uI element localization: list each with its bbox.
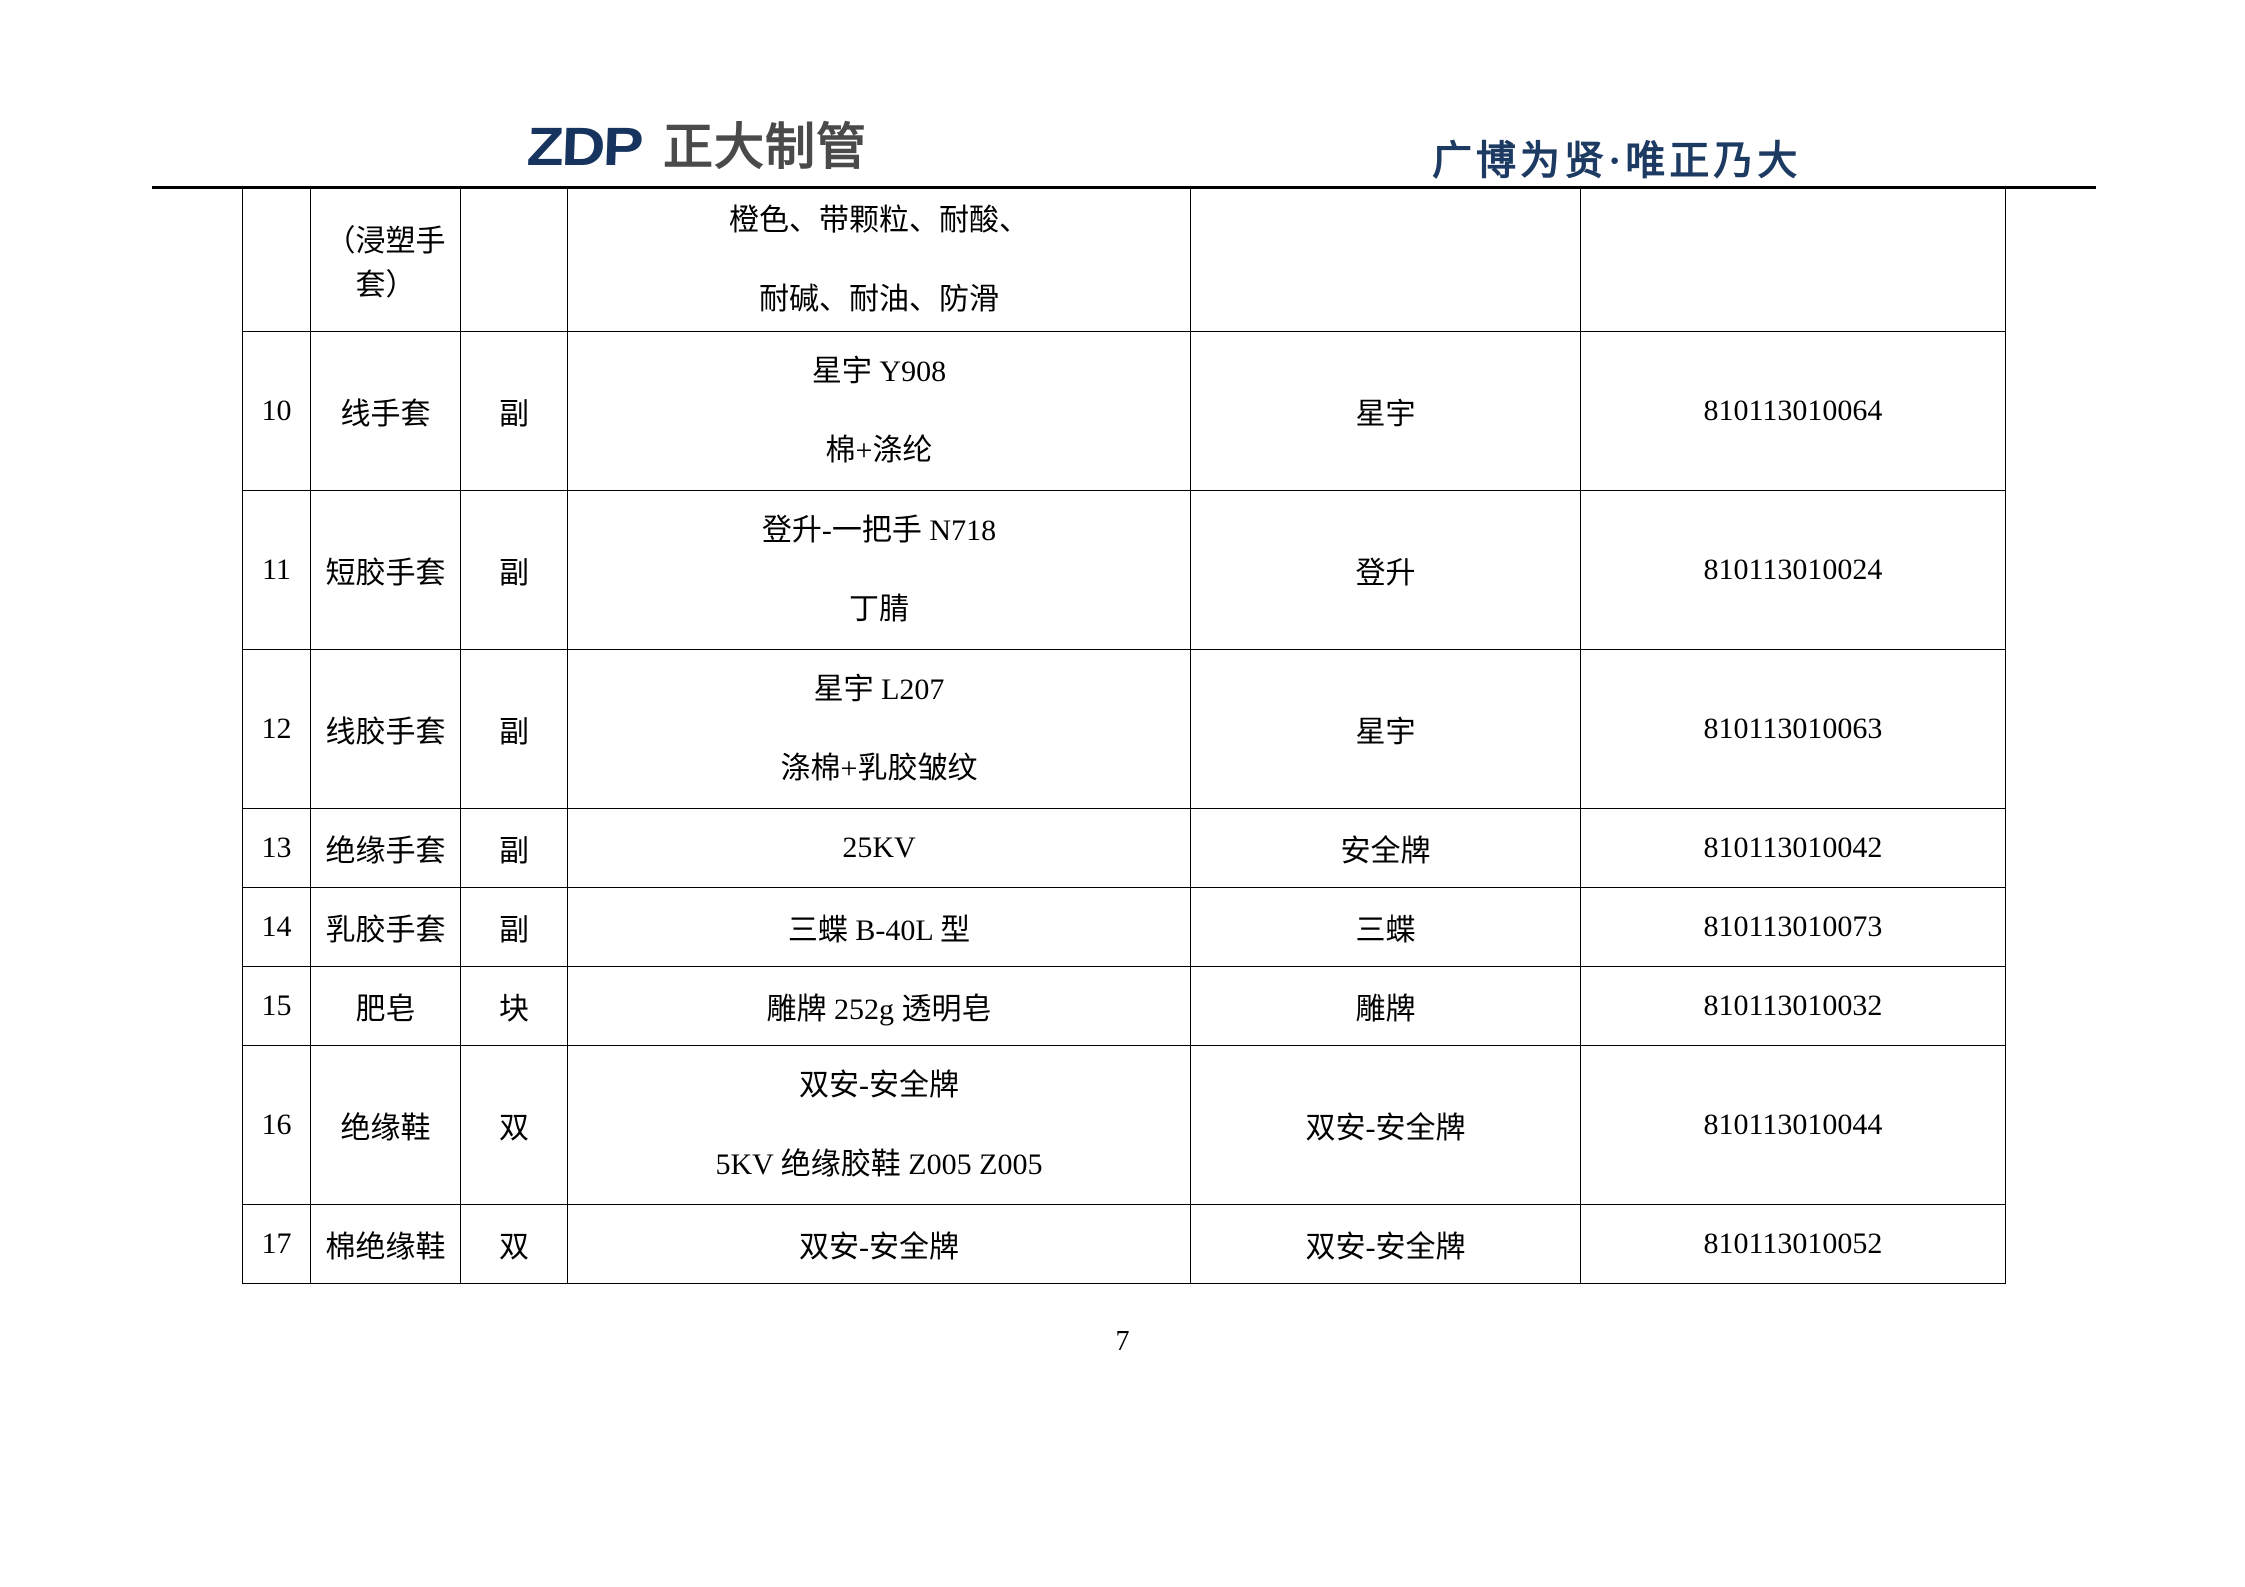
cell-unit: 副	[460, 331, 568, 491]
cell-spec: 星宇 Y908 棉+涤纶	[567, 331, 1191, 491]
cell-spec: 登升-一把手 N718 丁腈	[567, 490, 1191, 650]
spec-line: 星宇 Y908	[811, 354, 947, 388]
cell-code: 810113010032	[1580, 966, 2006, 1046]
cell-no: 13	[242, 808, 311, 888]
cell-brand: 星宇	[1190, 649, 1581, 809]
cell-name: 肥皂	[310, 966, 461, 1046]
spec-line: 丁腈	[849, 593, 909, 626]
cell-unit: 副	[460, 649, 568, 809]
cell-spec: 双安-安全牌 5KV 绝缘胶鞋 Z005 Z005	[567, 1045, 1191, 1205]
cell-brand: 雕牌	[1190, 966, 1581, 1046]
cell-name: 绝缘鞋	[310, 1045, 461, 1205]
cell-brand: 双安-安全牌	[1190, 1045, 1581, 1205]
cell-code: 810113010042	[1580, 808, 2006, 888]
cell-code: 810113010073	[1580, 887, 2006, 967]
company-logo: ZDP 正大制管	[525, 117, 867, 177]
cell-name: 线胶手套	[310, 649, 461, 809]
cell-unit: 副	[460, 887, 568, 967]
cell-name: 线手套	[310, 331, 461, 491]
spec-line: 5KV 绝缘胶鞋 Z005 Z005	[715, 1148, 1043, 1181]
spec-line: 双安-安全牌	[799, 1068, 959, 1102]
cell-code: 810113010024	[1580, 490, 2006, 650]
spec-line: 星宇 L207	[813, 672, 945, 706]
cell-unit: 双	[460, 1045, 568, 1205]
cell-no: 11	[242, 490, 311, 650]
cell-no: 14	[242, 887, 311, 967]
cell-unit: 副	[460, 490, 568, 650]
cell-brand: 三蝶	[1190, 887, 1581, 967]
cell-no: 12	[242, 649, 311, 809]
cell-name: 绝缘手套	[310, 808, 461, 888]
cell-spec: 雕牌 252g 透明皂	[567, 966, 1191, 1046]
cell-no: 15	[242, 966, 311, 1046]
table-row: 11 短胶手套 副 登升-一把手 N718 丁腈 登升 810113010024	[242, 490, 2006, 650]
page-header: ZDP 正大制管 广博为贤·唯正乃大	[0, 0, 2245, 190]
cell-spec: 星宇 L207 涤棉+乳胶皱纹	[567, 649, 1191, 809]
cell-brand	[1190, 188, 1581, 332]
cell-name: 乳胶手套	[310, 887, 461, 967]
cell-spec: 双安-安全牌	[567, 1204, 1191, 1284]
header-divider-rule	[152, 186, 2096, 189]
cell-name: （浸塑手套）	[310, 188, 461, 332]
spec-line: 涤棉+乳胶皱纹	[780, 752, 978, 785]
cell-no: 17	[242, 1204, 311, 1284]
page-number: 7	[1115, 1326, 1130, 1357]
table-row: 17 棉绝缘鞋 双 双安-安全牌 双安-安全牌 810113010052	[242, 1204, 2006, 1284]
company-tagline: 广博为贤·唯正乃大	[1432, 138, 1802, 183]
table-row: 12 线胶手套 副 星宇 L207 涤棉+乳胶皱纹 星宇 81011301006…	[242, 649, 2006, 809]
cell-unit	[460, 188, 568, 332]
table-row: 15 肥皂 块 雕牌 252g 透明皂 雕牌 810113010032	[242, 966, 2006, 1046]
cell-unit: 副	[460, 808, 568, 888]
logo-company-name: 正大制管	[663, 119, 867, 175]
table-body: （浸塑手套） 橙色、带颗粒、耐酸、 耐碱、耐油、防滑 10 线手套 副 星宇	[242, 188, 2006, 1284]
logo-mark-zdp: ZDP	[525, 117, 643, 177]
cell-name: 短胶手套	[310, 490, 461, 650]
table-row: （浸塑手套） 橙色、带颗粒、耐酸、 耐碱、耐油、防滑	[242, 188, 2006, 332]
table-row: 13 绝缘手套 副 25KV 安全牌 810113010042	[242, 808, 2006, 888]
cell-name: 棉绝缘鞋	[310, 1204, 461, 1284]
cell-spec: 橙色、带颗粒、耐酸、 耐碱、耐油、防滑	[567, 188, 1191, 332]
cell-brand: 双安-安全牌	[1190, 1204, 1581, 1284]
cell-code: 810113010044	[1580, 1045, 2006, 1205]
cell-unit: 块	[460, 966, 568, 1046]
cell-spec: 25KV	[567, 808, 1191, 888]
cell-no	[242, 188, 311, 332]
cell-unit: 双	[460, 1204, 568, 1284]
cell-no: 16	[242, 1045, 311, 1205]
spec-line: 橙色、带颗粒、耐酸、	[729, 203, 1029, 237]
cell-no: 10	[242, 331, 311, 491]
cell-brand: 安全牌	[1190, 808, 1581, 888]
equipment-table: （浸塑手套） 橙色、带颗粒、耐酸、 耐碱、耐油、防滑 10 线手套 副 星宇	[242, 188, 2006, 1284]
cell-code: 810113010064	[1580, 331, 2006, 491]
cell-code: 810113010063	[1580, 649, 2006, 809]
table-row: 10 线手套 副 星宇 Y908 棉+涤纶 星宇 810113010064	[242, 331, 2006, 491]
table-row: 14 乳胶手套 副 三蝶 B-40L 型 三蝶 810113010073	[242, 887, 2006, 967]
cell-brand: 星宇	[1190, 331, 1581, 491]
table-row: 16 绝缘鞋 双 双安-安全牌 5KV 绝缘胶鞋 Z005 Z005 双安-安全…	[242, 1045, 2006, 1205]
spec-line: 耐碱、耐油、防滑	[759, 283, 999, 316]
cell-brand: 登升	[1190, 490, 1581, 650]
cell-spec: 三蝶 B-40L 型	[567, 887, 1191, 967]
cell-code	[1580, 188, 2006, 332]
cell-code: 810113010052	[1580, 1204, 2006, 1284]
spec-line: 棉+涤纶	[825, 434, 933, 467]
spec-line: 登升-一把手 N718	[761, 513, 997, 547]
